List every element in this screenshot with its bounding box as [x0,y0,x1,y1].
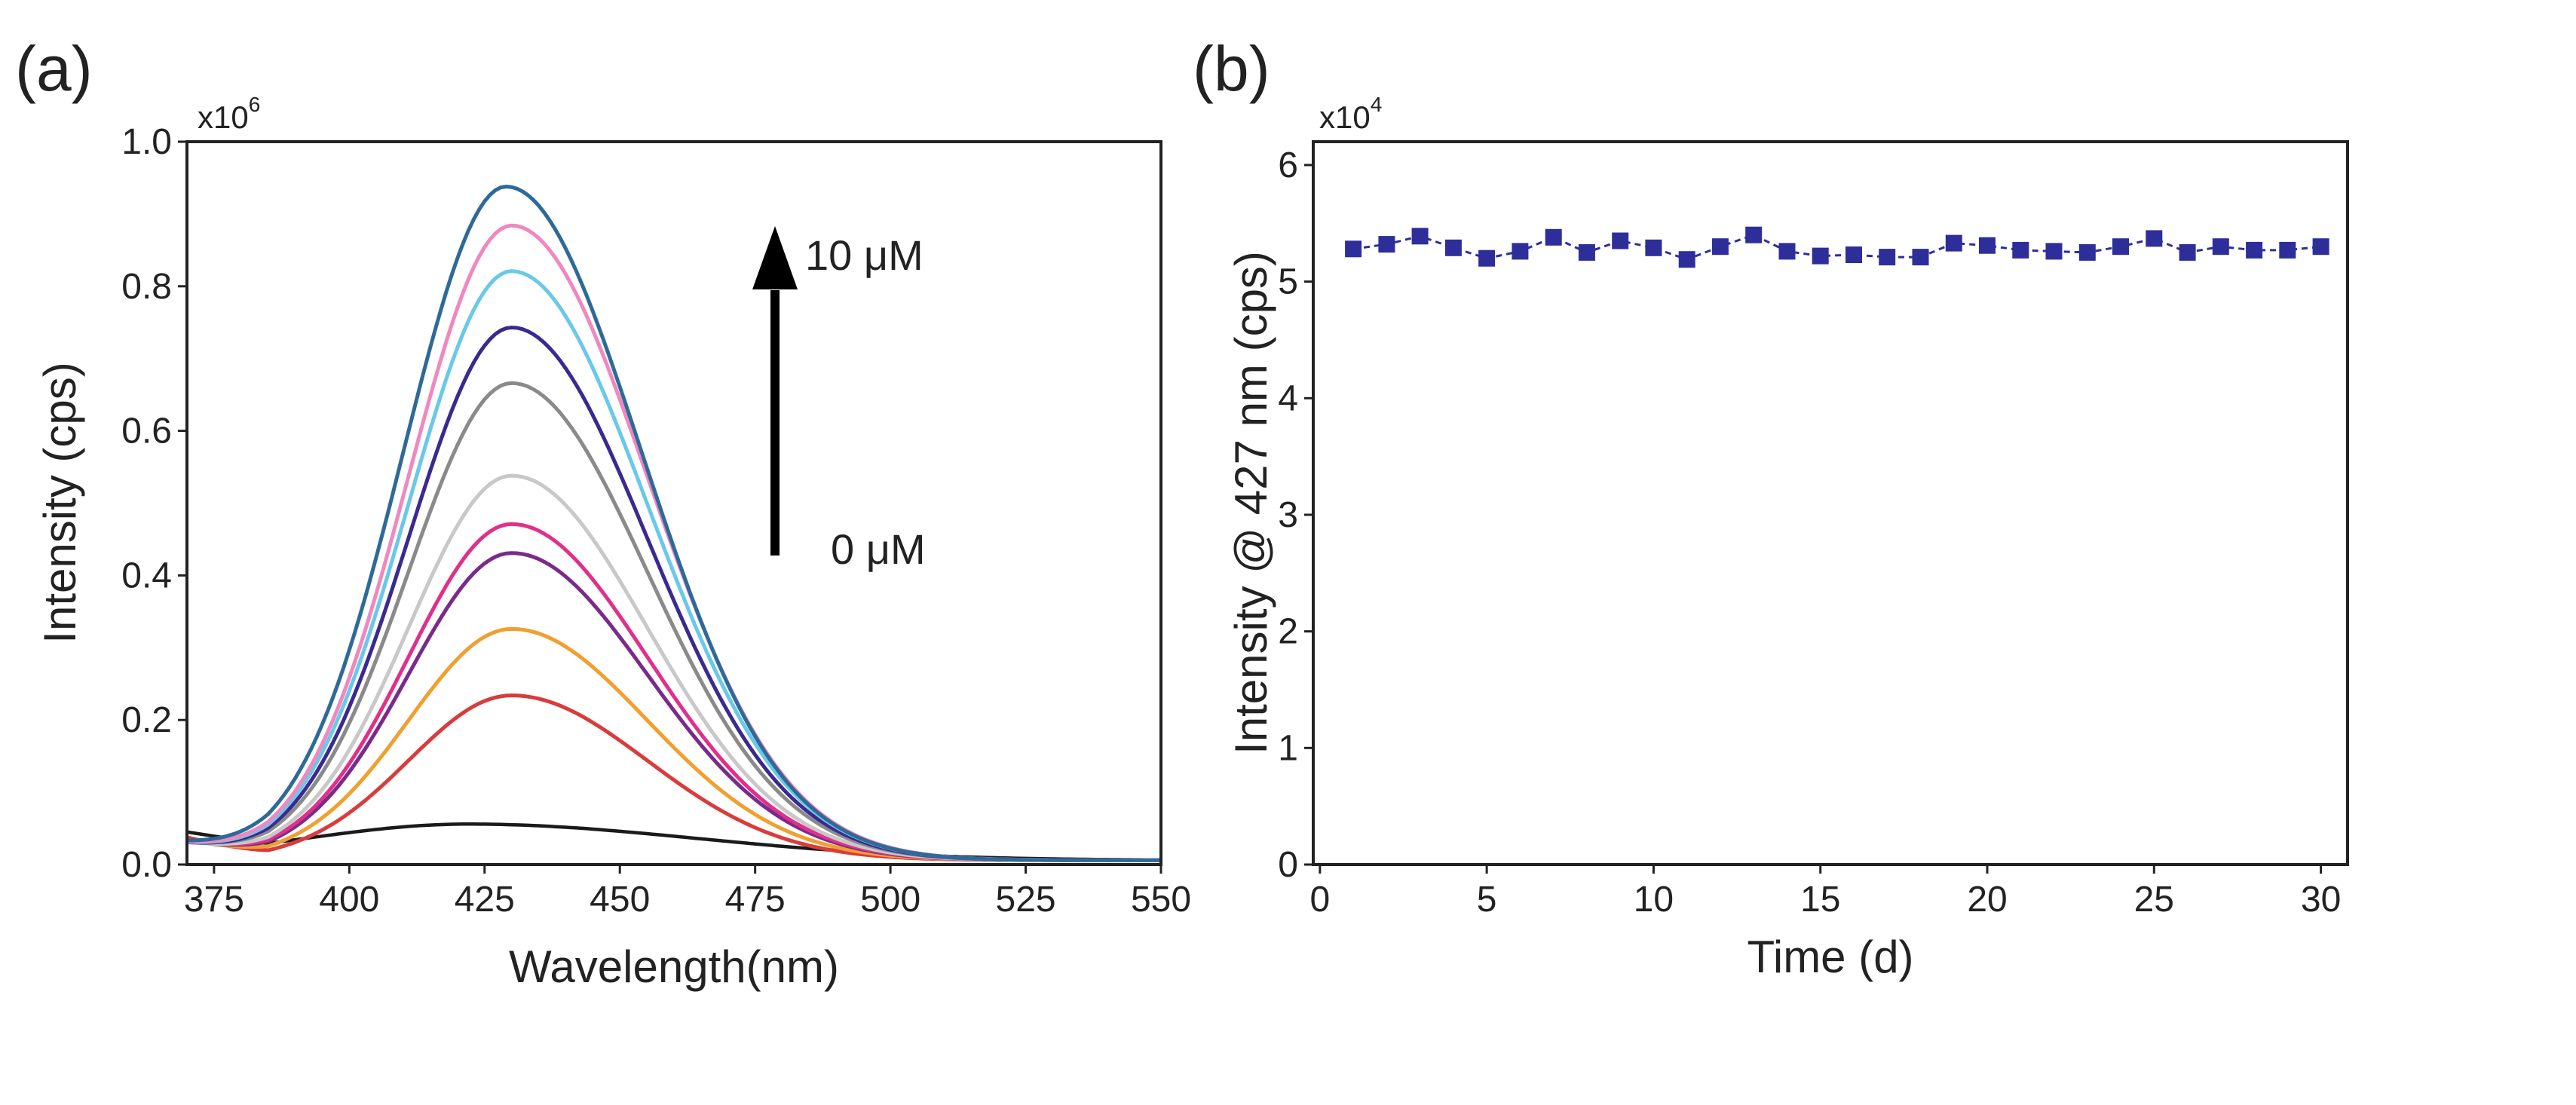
data-point-day-26 [2179,243,2196,261]
data-point-day-9 [1612,232,1629,249]
data-point-day-22 [2045,243,2063,260]
y-tick-label: 1 [1278,728,1298,768]
y-tick-label: 3 [1278,495,1298,535]
data-point-day-27 [2212,238,2229,256]
panel-a-spectra-chart: (a) x106 375 400 425 450 475 500 525 550 0.0 0.2… [15,33,1191,992]
panel-b-plot-frame [1312,140,2349,866]
x-tick-label: 400 [319,880,379,920]
data-point-day-1 [1345,240,1362,258]
data-point-day-8 [1578,243,1595,261]
data-point-day-16 [1845,246,1862,263]
data-point-day-15 [1812,247,1829,265]
panel-a-y-axis-title: Intensity (cps) [35,362,85,643]
panel-a-multiplier-exponent: 6 [249,93,261,116]
y-tick-label: 2 [1278,612,1298,652]
x-tick-label: 0 [1310,880,1331,920]
data-point-day-10 [1645,239,1662,256]
data-point-day-21 [2012,241,2029,259]
panel-b-x-axis-title: Time (d) [1747,932,1913,982]
y-tick-label: 6 [1278,145,1298,185]
panel-b-x-axis: 0 5 10 15 20 25 30 [1310,865,2341,920]
panel-b-y-axis: 0 1 2 3 4 5 6 [1278,145,1313,885]
panel-a-multiplier-base: x10 [198,99,249,135]
data-point-day-19 [1945,234,1962,252]
data-point-day-18 [1912,249,1929,266]
annotation-10uM: 10 μM [805,231,924,279]
y-tick-label: 4 [1278,378,1298,418]
x-tick-label: 525 [996,880,1056,920]
data-point-day-4 [1444,239,1462,256]
annotation-0uM: 0 μM [831,525,926,573]
y-tick-label: 0.4 [121,556,172,595]
data-point-day-30 [2312,238,2329,256]
x-tick-label: 425 [455,880,515,920]
y-tick-label: 0.0 [121,845,172,885]
concentration-arrow-head [752,226,798,289]
x-tick-label: 30 [2301,880,2341,920]
panel-b-series [1345,226,2329,268]
stability-line [1352,234,2321,261]
data-point-day-28 [2246,241,2263,259]
data-point-day-29 [2279,241,2296,259]
data-point-day-3 [1411,228,1429,245]
y-tick-label: 1.0 [121,122,172,162]
data-point-day-25 [2146,230,2163,247]
y-tick-label: 0.6 [121,412,172,451]
data-point-day-2 [1378,236,1395,253]
panel-b-multiplier-exponent: 4 [1371,93,1383,116]
y-tick-label: 0 [1278,845,1298,885]
x-tick-label: 450 [590,880,650,920]
panel-b-y-axis-title: Intensity @ 427 nm (cps) [1226,251,1276,755]
panel-b-multiplier-base: x10 [1319,99,1371,135]
x-tick-label: 550 [1131,880,1191,920]
data-point-day-5 [1478,249,1496,267]
panel-a-plot-frame [185,140,1162,866]
data-point-day-13 [1745,226,1763,243]
data-point-day-11 [1678,251,1695,268]
panel-a-x-axis: 375 400 425 450 475 500 525 550 [184,865,1191,920]
panel-a-y-axis: 0.0 0.2 0.4 0.6 0.8 1.0 [121,122,187,885]
data-point-day-7 [1545,228,1562,246]
data-point-day-20 [1979,237,1996,254]
data-point-day-12 [1711,238,1729,256]
panel-a-curves [186,184,1161,862]
x-tick-label: 500 [860,880,920,920]
data-point-day-23 [2078,243,2096,261]
x-tick-label: 15 [1800,880,1840,920]
data-point-day-14 [1778,243,1796,260]
x-tick-label: 25 [2134,880,2174,920]
x-tick-label: 10 [1634,880,1674,920]
spectrum-line-10 [187,184,1161,862]
x-tick-label: 20 [1967,880,2007,920]
x-tick-label: 5 [1477,880,1497,920]
panel-a-label: (a) [15,33,93,104]
y-tick-label: 0.8 [121,267,172,307]
panel-a-y-multiplier: x106 [198,93,260,135]
y-tick-label: 0.2 [121,700,172,740]
panel-b-y-multiplier: x104 [1319,93,1382,135]
data-point-day-6 [1512,243,1529,260]
data-point-day-24 [2112,238,2129,256]
x-tick-label: 375 [184,880,244,920]
spectrum-line-0 [186,822,1161,862]
panel-b-label: (b) [1193,33,1270,104]
data-point-day-17 [1879,249,1896,266]
panel-a-x-axis-title: Wavelength(nm) [509,941,839,992]
y-tick-label: 5 [1278,262,1298,302]
spectrum-line-5 [186,473,1161,862]
x-tick-label: 475 [725,880,786,920]
